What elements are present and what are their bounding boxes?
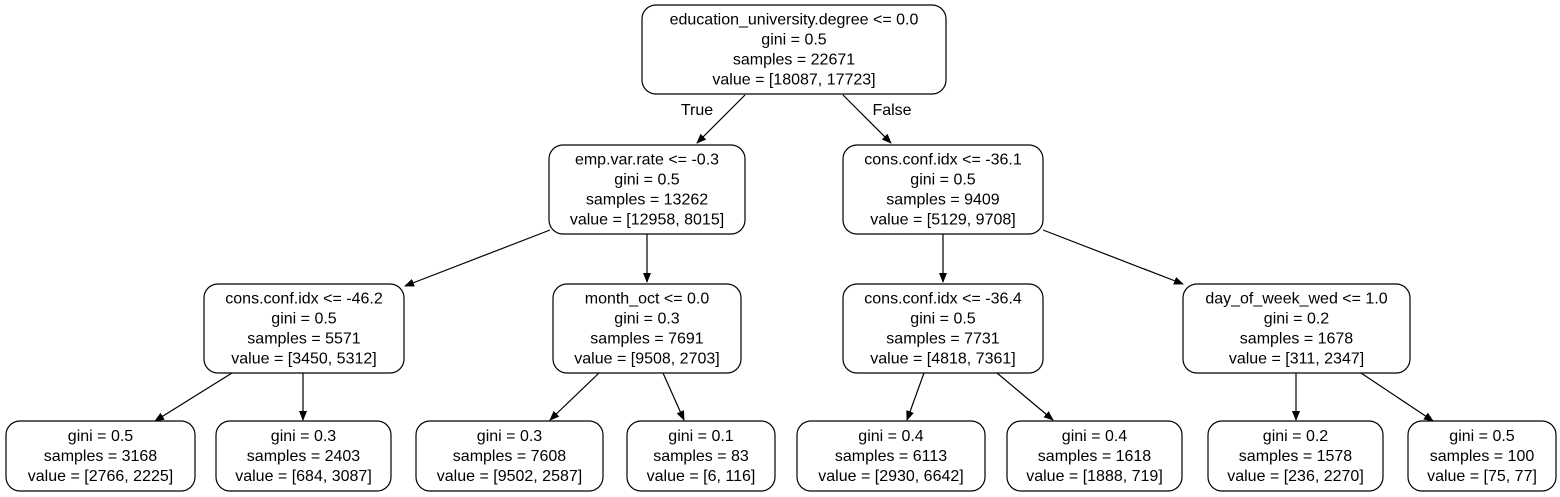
node-text-line: samples = 1618: [1038, 448, 1152, 465]
node-box: [548, 144, 746, 235]
node-text-line: samples = 100: [1430, 448, 1535, 465]
node-box: [796, 420, 986, 492]
node-box: [626, 420, 776, 492]
node-text-line: emp.var.rate <= -0.3: [575, 152, 719, 169]
tree-node-n1: emp.var.rate <= -0.3 gini = 0.5 samples = …: [548, 144, 746, 235]
tree-node-n4: month_oct <= 0.0 gini = 0.3 samples = 7691…: [552, 283, 742, 374]
node-text-line: samples = 6113: [835, 448, 947, 465]
node-text-line: gini = 0.3: [614, 311, 679, 328]
node-text-line: cons.conf.idx <= -36.4: [864, 291, 1022, 308]
node-box: [415, 420, 604, 492]
tree-edge-arrow: [1042, 229, 1184, 285]
node-box: [1182, 283, 1411, 374]
node-box: [1006, 420, 1183, 492]
node-text-line: gini = 0.2: [1263, 428, 1328, 445]
node-text-line: value = [9508, 2703]: [574, 351, 719, 368]
node-text-line: gini = 0.4: [858, 428, 923, 445]
node-box: [842, 144, 1044, 235]
node-text-line: value = [3450, 5312]: [231, 351, 376, 368]
node-text-line: samples = 83: [653, 448, 749, 465]
node-text-line: gini = 0.5: [910, 311, 975, 328]
node-text-line: value = [236, 2270]: [1227, 468, 1364, 485]
node-text-line: value = [9502, 2587]: [437, 468, 582, 485]
node-box: [215, 420, 392, 492]
node-box: [641, 4, 947, 95]
node-box: [552, 283, 742, 374]
tree-node-n9: gini = 0.3 samples = 7608 value = [9502, 2…: [415, 420, 604, 492]
node-text-line: value = [12958, 8015]: [570, 212, 724, 229]
node-text-line: value = [311, 2347]: [1229, 351, 1364, 368]
node-text-line: samples = 7608: [453, 448, 567, 465]
tree-node-n8: gini = 0.3 samples = 2403 value = [684, 30…: [215, 420, 392, 492]
tree-node-n2: cons.conf.idx <= -36.1 gini = 0.5 samples …: [842, 144, 1044, 235]
tree-edge-arrow: [1360, 372, 1434, 422]
tree-edges: [154, 94, 1434, 422]
node-text-line: gini = 0.3: [271, 428, 336, 445]
node-box: [1407, 420, 1557, 492]
node-text-line: education_university.degree <= 0.0: [670, 12, 919, 29]
node-text-line: gini = 0.5: [68, 428, 133, 445]
node-text-line: value = [684, 3087]: [235, 468, 372, 485]
tree-edge-arrow: [696, 94, 746, 144]
node-text-line: samples = 7731: [886, 331, 1000, 348]
tree-node-n0: education_university.degree <= 0.0 gini =…: [641, 4, 947, 95]
node-text-line: gini = 0.5: [271, 311, 336, 328]
tree-nodes: education_university.degree <= 0.0 gini =…: [5, 4, 1557, 492]
tree-node-n13: gini = 0.2 samples = 1578 value = [236, 22…: [1207, 420, 1384, 492]
tree-edge-arrow: [842, 94, 892, 144]
node-text-line: gini = 0.4: [1062, 428, 1127, 445]
node-text-line: samples = 9409: [886, 192, 1000, 209]
node-box: [5, 420, 196, 492]
tree-node-n7: gini = 0.5 samples = 3168 value = [2766, 2…: [5, 420, 196, 492]
tree-node-n6: day_of_week_wed <= 1.0 gini = 0.2 samples …: [1182, 283, 1411, 374]
node-text-line: samples = 13262: [586, 192, 708, 209]
node-text-line: samples = 5571: [247, 331, 361, 348]
node-text-line: gini = 0.5: [761, 32, 826, 49]
tree-edge-arrow: [662, 372, 685, 421]
node-text-line: value = [5129, 9708]: [870, 212, 1015, 229]
tree-edge-arrow: [404, 229, 551, 287]
node-text-line: gini = 0.5: [910, 172, 975, 189]
node-text-line: value = [75, 77]: [1427, 468, 1537, 485]
tree-node-n3: cons.conf.idx <= -46.2 gini = 0.5 samples …: [203, 283, 405, 374]
node-text-line: gini = 0.2: [1264, 311, 1329, 328]
tree-node-n10: gini = 0.1 samples = 83 value = [6, 116]: [626, 420, 776, 492]
node-text-line: value = [2930, 6642]: [818, 468, 963, 485]
tree-node-n11: gini = 0.4 samples = 6113 value = [2930, 6…: [796, 420, 986, 492]
false-edge-label: False: [872, 102, 911, 119]
node-text-line: samples = 22671: [733, 52, 855, 69]
node-box: [203, 283, 405, 374]
node-box: [1207, 420, 1384, 492]
node-text-line: gini = 0.5: [614, 172, 679, 189]
tree-node-n5: cons.conf.idx <= -36.4 gini = 0.5 samples …: [842, 283, 1044, 374]
node-text-line: samples = 3168: [44, 448, 158, 465]
node-text-line: value = [2766, 2225]: [28, 468, 173, 485]
node-text-line: samples = 2403: [247, 448, 361, 465]
node-text-line: samples = 1578: [1239, 448, 1353, 465]
node-text-line: value = [4818, 7361]: [870, 351, 1015, 368]
node-text-line: gini = 0.1: [668, 428, 733, 445]
node-text-line: cons.conf.idx <= -46.2: [225, 291, 383, 308]
tree-node-n12: gini = 0.4 samples = 1618 value = [1888, 7…: [1006, 420, 1183, 492]
true-edge-label: True: [681, 102, 713, 119]
node-text-line: day_of_week_wed <= 1.0: [1205, 291, 1387, 308]
edge-labels: True False: [681, 102, 912, 119]
node-text-line: gini = 0.3: [477, 428, 542, 445]
node-text-line: samples = 1678: [1240, 331, 1354, 348]
node-text-line: month_oct <= 0.0: [585, 291, 710, 308]
tree-edge-arrow: [996, 372, 1054, 421]
node-text-line: value = [18087, 17723]: [712, 72, 875, 89]
tree-node-n14: gini = 0.5 samples = 100 value = [75, 77]: [1407, 420, 1557, 492]
node-text-line: samples = 7691: [590, 331, 704, 348]
tree-edge-arrow: [906, 372, 925, 421]
tree-edge-arrow: [549, 372, 600, 421]
node-text-line: gini = 0.5: [1449, 428, 1514, 445]
tree-edge-arrow: [154, 372, 233, 422]
node-box: [842, 283, 1044, 374]
node-text-line: value = [1888, 719]: [1026, 468, 1163, 485]
node-text-line: cons.conf.idx <= -36.1: [864, 152, 1022, 169]
node-text-line: value = [6, 116]: [647, 468, 756, 485]
